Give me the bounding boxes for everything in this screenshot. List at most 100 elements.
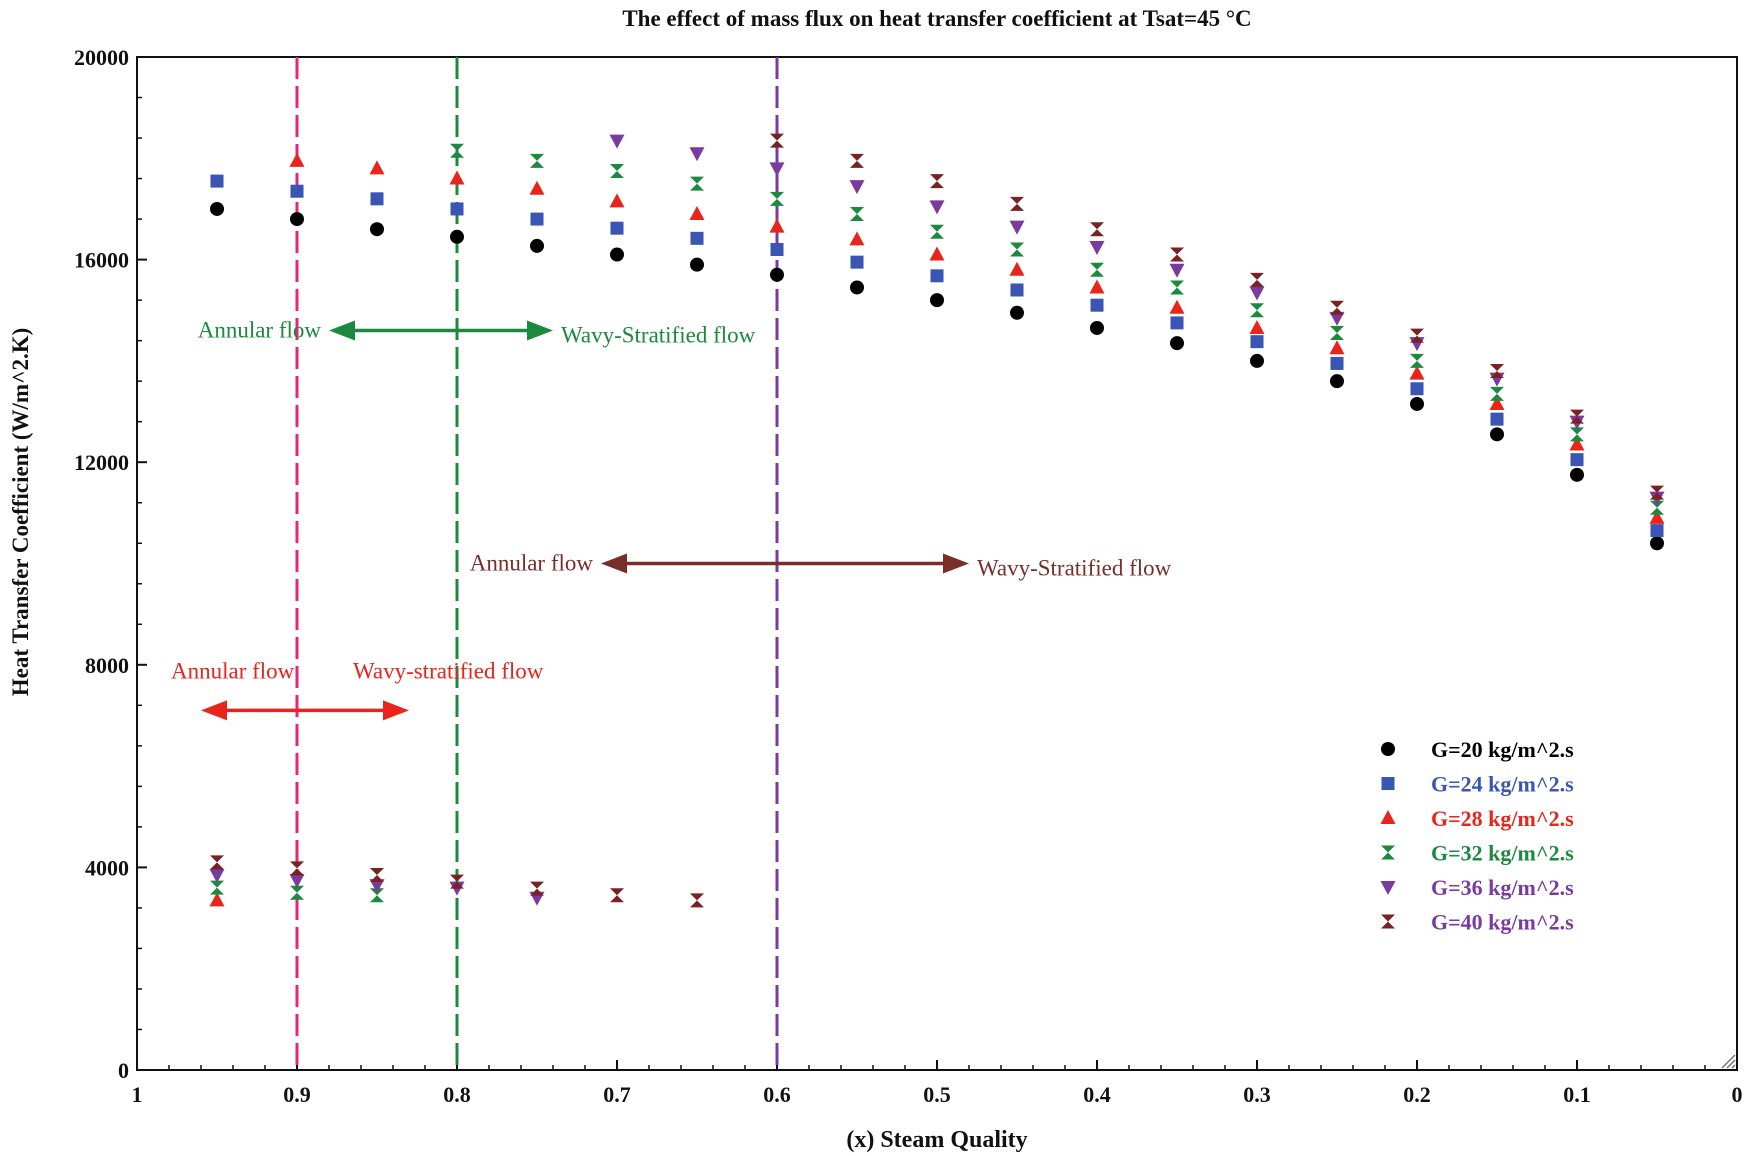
data-point — [609, 193, 625, 208]
data-point — [210, 855, 224, 870]
x-tick-label: 0.3 — [1243, 1082, 1271, 1107]
data-point — [929, 200, 945, 215]
data-point — [1410, 353, 1424, 368]
arrow-head-right — [943, 553, 969, 574]
data-point — [210, 880, 224, 895]
data-point — [930, 174, 944, 189]
data-point — [689, 206, 705, 221]
data-point — [1249, 319, 1265, 334]
y-tick-label: 20000 — [74, 45, 129, 70]
data-point — [1490, 386, 1504, 401]
legend-entry-label: G=24 kg/m^2.s — [1431, 772, 1574, 797]
data-point — [450, 229, 464, 244]
flow-regime-annotations: Annular flow Wavy-Stratified flow Annular … — [171, 318, 1172, 721]
data-point — [1250, 272, 1264, 287]
legend-marker — [1381, 777, 1395, 790]
data-point — [1250, 335, 1264, 349]
data-point — [1650, 524, 1664, 538]
data-point — [1090, 222, 1104, 237]
data-points — [209, 133, 1665, 908]
data-point — [289, 874, 305, 889]
x-tick-label: 0.5 — [923, 1082, 951, 1107]
data-point — [610, 163, 624, 178]
data-point — [1250, 353, 1264, 368]
legend-entry-label: G=40 kg/m^2.s — [1431, 910, 1574, 935]
legend-marker — [1380, 810, 1396, 824]
data-point — [1409, 365, 1425, 380]
resize-grip-icon — [1721, 1054, 1736, 1069]
data-point — [1010, 242, 1024, 257]
data-point — [1329, 340, 1345, 355]
data-point — [290, 212, 304, 227]
data-point — [1570, 453, 1584, 467]
data-point — [1490, 364, 1504, 379]
data-point — [770, 191, 784, 206]
data-point — [1009, 261, 1025, 276]
data-point — [930, 269, 944, 283]
y-tick-label: 8000 — [85, 653, 129, 678]
axis-ticks: 1 0.9 0.8 0.7 0.6 0.5 0.4 0.3 0.2 0.1 0 0 4000 8000 12… — [74, 45, 1743, 1107]
data-point — [369, 160, 385, 175]
y-tick-label: 16000 — [74, 248, 129, 273]
legend-marker — [1381, 845, 1395, 860]
x-tick-label: 0.2 — [1403, 1082, 1431, 1107]
x-tick-label: 0.1 — [1563, 1082, 1591, 1107]
data-point — [609, 134, 625, 149]
data-point — [1170, 316, 1184, 330]
data-point — [849, 231, 865, 246]
annotation-left-label: Annular flow — [198, 318, 322, 343]
data-point — [529, 180, 545, 195]
y-tick-label: 4000 — [85, 855, 129, 880]
data-point — [1009, 220, 1025, 235]
data-point — [1650, 500, 1664, 515]
data-point — [850, 255, 864, 269]
data-point — [1649, 509, 1665, 524]
data-point — [450, 874, 464, 889]
y-axis-label: Heat Transfer Coefficient (W/m^2.K) — [8, 328, 33, 697]
data-point — [769, 218, 785, 233]
x-tick-label: 0.6 — [763, 1082, 791, 1107]
data-point — [1489, 395, 1505, 410]
data-point — [690, 231, 704, 245]
data-point — [850, 153, 864, 168]
data-point — [1570, 409, 1584, 424]
x-tick-label: 0.9 — [283, 1082, 311, 1107]
legend-entry-label: G=36 kg/m^2.s — [1431, 875, 1574, 900]
legend-marker — [1381, 914, 1395, 929]
x-tick-label: 0.4 — [1083, 1082, 1111, 1107]
data-point — [610, 221, 624, 235]
data-point — [1089, 240, 1105, 255]
legend-entry-label: G=28 kg/m^2.s — [1431, 806, 1574, 831]
data-point — [770, 267, 784, 282]
legend-marker — [1381, 742, 1395, 756]
legend: G=20 kg/m^2.s G=24 kg/m^2.s G=28 kg/m^2.s G… — [1380, 737, 1574, 935]
data-point — [1330, 300, 1344, 315]
data-point — [770, 242, 784, 256]
data-point — [850, 280, 864, 295]
x-tick-label: 0.8 — [443, 1082, 471, 1107]
data-point — [1330, 356, 1344, 370]
data-point — [769, 162, 785, 177]
annotation-right-label: Wavy-stratified flow — [353, 658, 544, 683]
data-point — [930, 293, 944, 308]
data-point — [1170, 280, 1184, 295]
data-point — [1010, 305, 1024, 320]
data-point — [1169, 263, 1185, 278]
data-point — [1490, 412, 1504, 426]
data-point — [290, 885, 304, 900]
data-point — [929, 246, 945, 261]
data-point — [930, 224, 944, 239]
data-point — [370, 888, 384, 903]
data-point — [530, 153, 544, 168]
data-point — [1250, 303, 1264, 318]
data-point — [1490, 427, 1504, 442]
data-point — [449, 170, 465, 185]
data-point — [1090, 298, 1104, 312]
data-point — [1650, 485, 1664, 500]
arrow-head-left — [601, 553, 627, 574]
x-tick-label: 0.7 — [603, 1082, 631, 1107]
data-point — [289, 152, 305, 167]
data-point — [370, 222, 384, 237]
data-point — [610, 247, 624, 262]
